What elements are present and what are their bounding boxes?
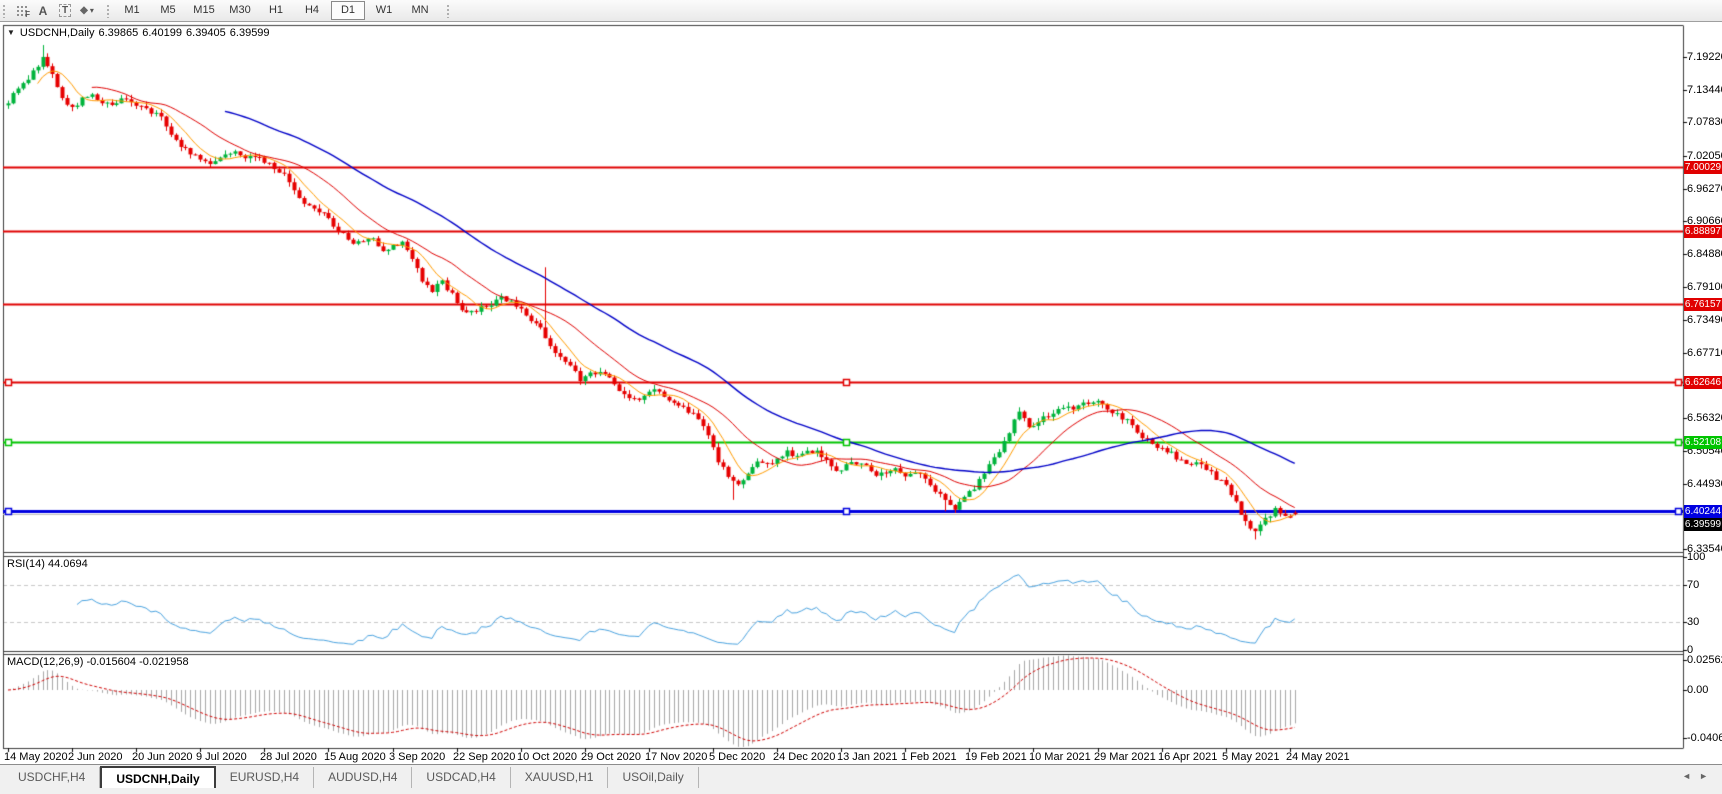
level-price-label: 6.40244 — [1684, 505, 1722, 518]
chart-tab-usdcad[interactable]: USDCAD,H4 — [412, 767, 511, 788]
date-tick-label: 24 Dec 2020 — [773, 751, 836, 763]
tab-scroll-left-icon[interactable]: ◄ — [1682, 771, 1700, 781]
chart-menu-triangle-icon[interactable]: ▼ — [7, 28, 15, 37]
toolbar-grip-2[interactable] — [106, 3, 110, 18]
macd-scale-label: 0.025623 — [1687, 654, 1722, 666]
date-tick-label: 9 Jul 2020 — [196, 751, 247, 763]
timeframe-button-m30[interactable]: M30 — [229, 4, 251, 16]
price-tick-label: 7.13440 — [1687, 84, 1722, 96]
price-tick-label: 6.44930 — [1687, 478, 1722, 490]
chart-symbol: USDCNH,Daily — [19, 27, 95, 39]
timeframe-button-w1[interactable]: W1 — [375, 4, 393, 16]
date-tick-label: 20 Jun 2020 — [132, 751, 193, 763]
tab-scroll-arrows: ◄► — [1682, 771, 1716, 781]
price-tick-label: 7.07830 — [1687, 116, 1722, 128]
price-tick-label: 6.84880 — [1687, 248, 1722, 260]
arrow-objects-icon[interactable]: ◆ ▾ — [80, 5, 94, 16]
rsi-scale-label: 0 — [1687, 644, 1694, 656]
date-tick-label: 19 Feb 2021 — [965, 751, 1027, 763]
quote-close: 6.39599 — [229, 27, 270, 39]
date-tick-label: 2 Jun 2020 — [68, 751, 123, 763]
rsi-scale-label: 70 — [1687, 579, 1700, 591]
date-tick-label: 5 May 2021 — [1222, 751, 1280, 763]
date-tick-label: 10 Mar 2021 — [1029, 751, 1091, 763]
timeframe-button-h1[interactable]: H1 — [268, 4, 284, 16]
rsi-label: RSI(14) 44.0694 — [7, 558, 88, 570]
timeframe-button-d1[interactable]: D1 — [331, 1, 365, 20]
price-tick-label: 6.67710 — [1687, 347, 1722, 359]
timeframe-button-m1[interactable]: M1 — [124, 4, 140, 16]
toolbar: F A T ◆ ▾ M1 M5 M15 M30 H1 H4 D1 W1 MN — [0, 0, 1722, 22]
toolbar-grip-3[interactable] — [446, 3, 450, 18]
level-price-label: 6.88897 — [1684, 225, 1722, 238]
date-tick-label: 17 Nov 2020 — [645, 751, 708, 763]
chart-tab-usdcnh[interactable]: USDCNH,Daily — [100, 766, 216, 788]
price-tick-label: 6.96270 — [1687, 183, 1722, 195]
chart-tab-xauusd[interactable]: XAUUSD,H1 — [511, 767, 609, 788]
text-label-icon[interactable]: A — [38, 3, 48, 18]
price-tick-label: 6.56320 — [1687, 412, 1722, 424]
chart-tab-usdchf[interactable]: USDCHF,H4 — [4, 767, 101, 788]
chart-tab-audusd[interactable]: AUDUSD,H4 — [314, 767, 413, 788]
tab-bar: USDCHF,H4 USDCNH,Daily EURUSD,H4 AUDUSD,H4 U… — [0, 764, 1722, 794]
date-tick-label: 16 Apr 2021 — [1158, 751, 1218, 763]
date-tick-label: 3 Sep 2020 — [389, 751, 446, 763]
date-tick-label: 1 Feb 2021 — [901, 751, 957, 763]
rsi-scale-label: 30 — [1687, 616, 1700, 628]
date-tick-label: 5 Dec 2020 — [709, 751, 766, 763]
timeframe-button-h4[interactable]: H4 — [304, 4, 320, 16]
timeframe-button-m5[interactable]: M5 — [160, 4, 176, 16]
date-tick-label: 24 May 2021 — [1286, 751, 1350, 763]
price-tick-label: 6.79100 — [1687, 281, 1722, 293]
macd-scale-label: -0.04068 — [1687, 732, 1722, 744]
level-price-label: 6.62646 — [1684, 376, 1722, 389]
price-tick-label: 6.73490 — [1687, 314, 1722, 326]
fibonacci-icon[interactable]: F — [10, 2, 32, 19]
toolbar-grip[interactable] — [2, 3, 6, 18]
date-tick-label: 13 Jan 2021 — [837, 751, 898, 763]
price-tick-label: 7.02050 — [1687, 150, 1722, 162]
macd-scale-label: 0.00 — [1687, 684, 1709, 696]
date-tick-label: 10 Oct 2020 — [517, 751, 577, 763]
quote-low: 6.39405 — [186, 27, 226, 39]
date-tick-label: 14 May 2020 — [4, 751, 68, 763]
chart-header: ▼ USDCNH,Daily 6.39865 6.40199 6.39405 6.3959… — [7, 27, 274, 39]
level-price-label: 7.00029 — [1684, 161, 1722, 174]
level-price-label: 6.76157 — [1684, 298, 1722, 311]
timeframe-button-m15[interactable]: M15 — [193, 4, 215, 16]
chart-tab-usoil[interactable]: USOil,Daily — [608, 767, 699, 788]
tab-scroll-right-icon[interactable]: ► — [1699, 771, 1716, 781]
date-tick-label: 28 Jul 2020 — [260, 751, 317, 763]
rsi-scale-label: 100 — [1687, 551, 1706, 563]
price-tick-label: 7.19220 — [1687, 51, 1722, 63]
text-icon[interactable]: T — [54, 2, 76, 19]
price-tick-label: 6.33540 — [1687, 543, 1722, 555]
date-tick-label: 29 Oct 2020 — [581, 751, 641, 763]
timeframe-button-mn[interactable]: MN — [411, 4, 429, 16]
quote-high: 6.40199 — [142, 27, 183, 39]
level-price-label: 6.52108 — [1684, 436, 1722, 449]
price-tick-label: 6.90660 — [1687, 215, 1722, 227]
chart-tab-eurusd[interactable]: EURUSD,H4 — [216, 767, 315, 788]
date-tick-label: 29 Mar 2021 — [1094, 751, 1156, 763]
quote-open: 6.39865 — [98, 27, 139, 39]
bid-price-label: 6.39599 — [1684, 518, 1722, 531]
macd-label: MACD(12,26,9) -0.015604 -0.021958 — [7, 656, 189, 668]
date-tick-label: 22 Sep 2020 — [453, 751, 516, 763]
date-tick-label: 15 Aug 2020 — [324, 751, 386, 763]
